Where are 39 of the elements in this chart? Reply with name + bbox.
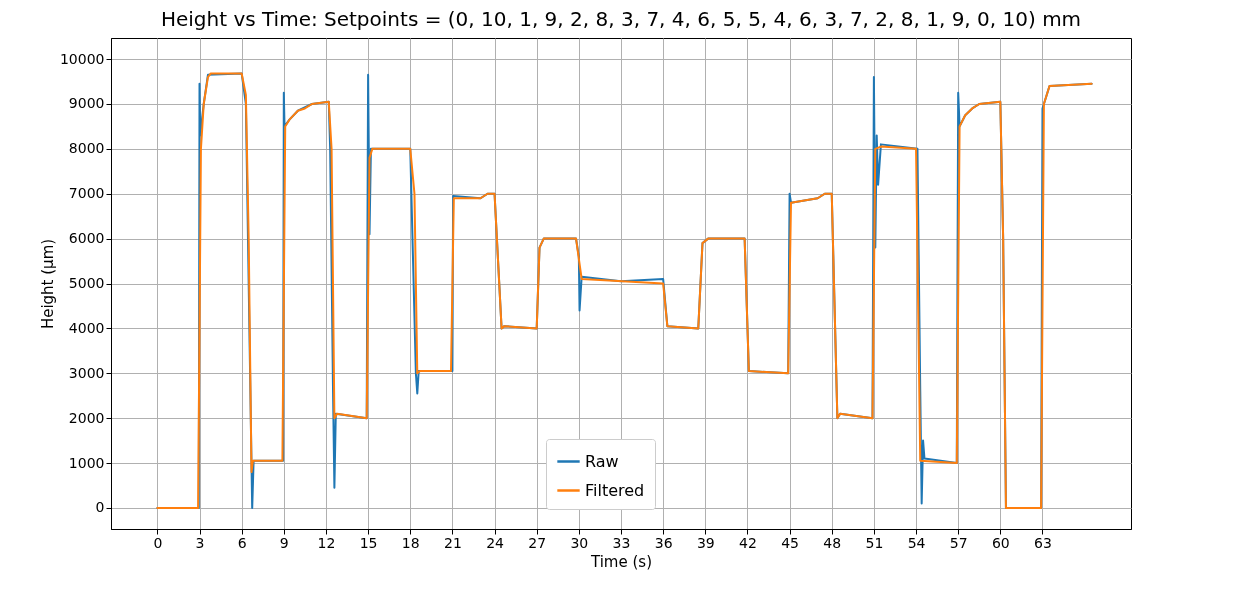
x-tick-label: 39	[696, 534, 715, 551]
x-tick-label: 15	[359, 534, 378, 551]
x-tick-label: 30	[570, 534, 589, 551]
x-tick-label: 36	[654, 534, 673, 551]
legend-label: Raw	[585, 451, 619, 471]
x-tick-label: 63	[1034, 534, 1052, 551]
y-tick-label: 6000	[68, 230, 105, 247]
x-tick-label: 27	[528, 534, 547, 551]
y-tick-label: 7000	[68, 185, 105, 202]
x-tick-label: 21	[443, 534, 462, 551]
y-tick-label: 2000	[68, 409, 105, 426]
y-tick-label: 0	[95, 499, 105, 516]
x-tick-label: 48	[823, 534, 842, 551]
x-tick-label: 6	[237, 534, 247, 551]
chart-title: Height vs Time: Setpoints = (0, 10, 1, 9, 2, 8, 3, 7, 4, 6, 5, 5, 4, 6, 3, 7, 2, 8, 1, 9, 0, 10) mm	[160, 7, 1082, 31]
x-tick-label: 57	[949, 534, 968, 551]
x-tick-label: 24	[486, 534, 505, 551]
x-tick-label: 33	[612, 534, 631, 551]
y-tick-label: 4000	[68, 319, 105, 336]
x-tick-label: 42	[739, 534, 757, 551]
x-tick-label: 9	[279, 534, 289, 551]
x-tick-label: 0	[153, 534, 163, 551]
y-tick-label: 9000	[68, 95, 105, 112]
y-tick-label: 8000	[68, 140, 105, 157]
x-tick-label: 51	[865, 534, 884, 551]
y-tick-label: 3000	[68, 364, 105, 381]
line-series	[156, 72, 1093, 509]
x-tick-label: 60	[991, 534, 1010, 551]
x-tick-label: 3	[195, 534, 205, 551]
x-axis-title: Time (s)	[590, 552, 652, 571]
legend-label: Filtered	[585, 480, 645, 500]
y-axis-title: Height (µm)	[38, 238, 57, 330]
y-tick-label: 10000	[59, 50, 105, 67]
y-tick-label: 1000	[68, 454, 105, 471]
x-tick-label: 12	[317, 534, 336, 551]
x-tick-label: 18	[401, 534, 420, 551]
x-tick-label: 54	[907, 534, 926, 551]
y-tick-label: 5000	[68, 275, 105, 291]
x-tick-label: 45	[781, 534, 800, 551]
